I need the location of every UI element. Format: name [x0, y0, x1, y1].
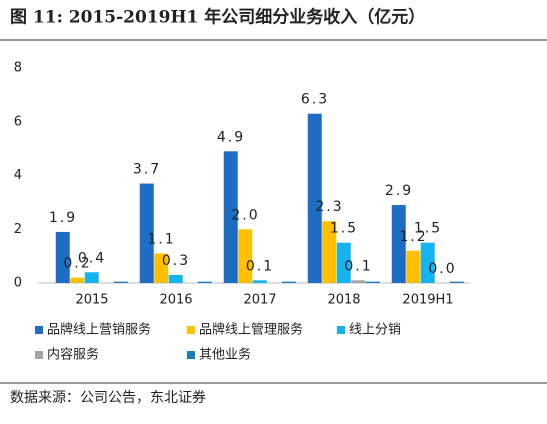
data-label: 2.3 — [315, 199, 343, 215]
y-tick-label: 0 — [14, 276, 22, 291]
bar — [252, 280, 267, 283]
legend-swatch — [187, 326, 195, 334]
legend-label: 其他业务 — [199, 347, 251, 363]
data-label: 0.0 — [428, 261, 456, 277]
data-label: 6.3 — [301, 92, 329, 108]
x-tick-label: 2016 — [159, 293, 192, 308]
bar — [70, 277, 85, 283]
bar — [391, 205, 406, 283]
bar — [406, 250, 421, 283]
y-tick-label: 4 — [14, 168, 22, 183]
data-label: 3.7 — [133, 162, 161, 178]
data-label: 0.3 — [162, 253, 190, 269]
bar — [84, 272, 99, 283]
bar — [55, 231, 70, 283]
bar — [223, 151, 238, 283]
data-label: 2.9 — [385, 183, 413, 199]
bar — [336, 242, 351, 283]
bar — [139, 183, 154, 283]
data-label: 0.1 — [344, 258, 372, 274]
bar — [365, 281, 380, 283]
legend-label: 品牌线上管理服务 — [199, 322, 303, 338]
legend-label: 线上分销 — [349, 323, 401, 338]
data-label: 1.9 — [49, 210, 77, 226]
y-tick-label: 6 — [14, 114, 22, 129]
x-tick-label: 2019H1 — [402, 293, 453, 308]
bar — [322, 221, 337, 283]
bar — [307, 113, 322, 283]
bar — [113, 281, 128, 283]
x-tick-label: 2018 — [327, 293, 360, 308]
data-label: 0.1 — [246, 258, 274, 274]
bar — [238, 229, 253, 283]
legend-swatch — [35, 326, 43, 334]
x-tick-label: 2015 — [75, 293, 108, 308]
bar — [420, 242, 435, 283]
data-label: 4.9 — [217, 129, 245, 145]
legend-label: 品牌线上营销服务 — [47, 322, 151, 338]
data-label: 1.5 — [330, 221, 358, 237]
bar — [168, 274, 183, 283]
data-label: 0.4 — [78, 250, 106, 266]
legend-label: 内容服务 — [47, 347, 99, 363]
legend-swatch — [35, 351, 43, 359]
y-tick-label: 2 — [14, 222, 22, 237]
legend-swatch — [187, 351, 195, 359]
data-label: 0.2 — [63, 256, 91, 272]
x-tick-label: 2017 — [243, 293, 276, 308]
data-label: 1.5 — [414, 221, 442, 237]
data-label: 1.2 — [399, 229, 427, 245]
source: 数据来源：公司公告，东北证券 — [10, 390, 206, 406]
bar — [351, 280, 366, 283]
bar — [154, 253, 169, 283]
data-label: 2.0 — [231, 207, 259, 223]
legend-swatch — [337, 326, 345, 334]
data-label: 1.1 — [147, 231, 175, 247]
y-tick-label: 8 — [14, 61, 22, 76]
bar — [449, 281, 464, 283]
bar — [197, 281, 212, 283]
bar — [281, 281, 296, 283]
chart-title: 图 11: 2015-2019H1 年公司细分业务收入（亿元） — [10, 7, 425, 28]
